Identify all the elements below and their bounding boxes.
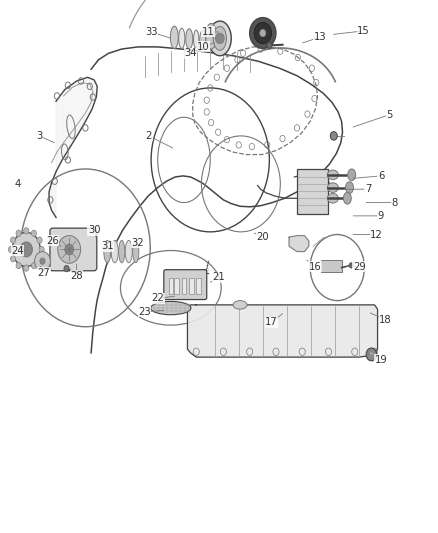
Text: 18: 18 <box>379 315 392 325</box>
Circle shape <box>65 244 74 255</box>
Circle shape <box>35 252 50 271</box>
Circle shape <box>16 230 21 237</box>
Text: 10: 10 <box>198 42 210 52</box>
Circle shape <box>12 232 40 266</box>
Text: 34: 34 <box>184 49 197 58</box>
Text: 16: 16 <box>309 262 322 271</box>
Ellipse shape <box>343 192 351 204</box>
Text: 26: 26 <box>46 236 59 246</box>
FancyBboxPatch shape <box>164 270 207 300</box>
Circle shape <box>349 263 353 268</box>
Ellipse shape <box>250 18 276 49</box>
FancyBboxPatch shape <box>169 278 173 294</box>
Ellipse shape <box>125 240 132 263</box>
FancyBboxPatch shape <box>297 169 328 214</box>
Ellipse shape <box>104 240 111 263</box>
Circle shape <box>20 242 32 257</box>
Ellipse shape <box>327 170 338 180</box>
Text: 20: 20 <box>257 232 269 242</box>
Circle shape <box>254 22 272 44</box>
Circle shape <box>260 29 266 37</box>
Text: 9: 9 <box>378 211 384 221</box>
Circle shape <box>64 265 69 272</box>
Circle shape <box>39 246 44 253</box>
Text: 3: 3 <box>36 131 42 141</box>
Circle shape <box>11 237 16 243</box>
Text: 4: 4 <box>14 179 21 189</box>
Text: 27: 27 <box>37 268 50 278</box>
Circle shape <box>366 348 377 361</box>
Circle shape <box>24 265 29 271</box>
Circle shape <box>11 255 16 262</box>
Polygon shape <box>49 77 97 217</box>
Ellipse shape <box>151 302 191 314</box>
Ellipse shape <box>200 30 206 49</box>
Ellipse shape <box>233 301 247 309</box>
Ellipse shape <box>194 30 199 49</box>
Text: 6: 6 <box>378 171 384 181</box>
Ellipse shape <box>179 28 185 49</box>
Ellipse shape <box>111 240 118 263</box>
Circle shape <box>32 262 36 269</box>
Circle shape <box>369 352 374 357</box>
Text: 19: 19 <box>374 355 388 365</box>
Ellipse shape <box>327 183 338 192</box>
Circle shape <box>37 237 42 243</box>
Text: 23: 23 <box>138 307 151 317</box>
Circle shape <box>40 258 45 264</box>
Text: 17: 17 <box>265 318 278 327</box>
Text: 31: 31 <box>101 241 113 251</box>
Ellipse shape <box>170 26 178 49</box>
Ellipse shape <box>119 240 125 263</box>
FancyBboxPatch shape <box>174 278 179 294</box>
Text: 33: 33 <box>145 27 157 37</box>
Ellipse shape <box>133 240 139 263</box>
Text: 13: 13 <box>314 33 326 42</box>
Ellipse shape <box>208 21 231 55</box>
Circle shape <box>24 228 29 234</box>
Text: 21: 21 <box>212 272 226 282</box>
Circle shape <box>8 246 14 253</box>
Text: 8: 8 <box>391 198 397 207</box>
Ellipse shape <box>186 29 193 49</box>
Circle shape <box>267 42 272 49</box>
Text: 28: 28 <box>71 271 83 280</box>
Circle shape <box>32 230 36 237</box>
Circle shape <box>37 255 42 262</box>
Text: 15: 15 <box>357 26 370 36</box>
Ellipse shape <box>348 169 356 181</box>
FancyBboxPatch shape <box>189 278 194 294</box>
Ellipse shape <box>327 193 338 203</box>
FancyBboxPatch shape <box>182 278 186 294</box>
FancyBboxPatch shape <box>196 278 201 294</box>
Polygon shape <box>187 305 378 357</box>
Circle shape <box>58 236 81 263</box>
Text: 24: 24 <box>11 246 24 255</box>
Text: 2: 2 <box>146 131 152 141</box>
Text: 12: 12 <box>370 230 383 239</box>
Text: 29: 29 <box>353 262 366 271</box>
FancyBboxPatch shape <box>50 228 97 271</box>
Text: 5: 5 <box>387 110 393 119</box>
Text: 30: 30 <box>88 225 100 235</box>
Circle shape <box>330 132 337 140</box>
Ellipse shape <box>213 26 226 51</box>
Circle shape <box>16 262 21 269</box>
FancyBboxPatch shape <box>321 260 342 272</box>
Text: 32: 32 <box>132 238 144 247</box>
Polygon shape <box>289 236 309 252</box>
Text: 22: 22 <box>151 294 164 303</box>
Circle shape <box>215 33 224 44</box>
Ellipse shape <box>206 23 216 49</box>
Text: 7: 7 <box>365 184 371 194</box>
Text: 11: 11 <box>201 27 215 37</box>
Ellipse shape <box>346 182 353 193</box>
